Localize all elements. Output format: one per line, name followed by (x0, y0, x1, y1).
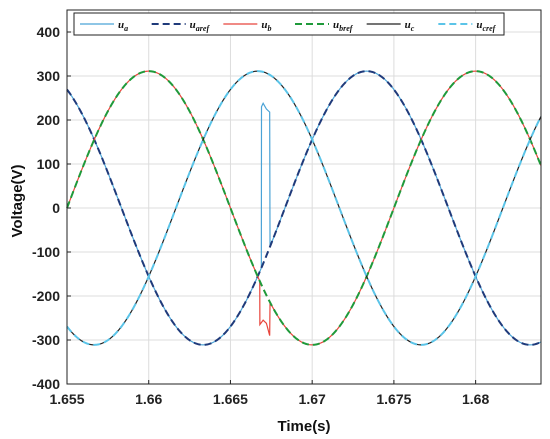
x-tick-label: 1.67 (299, 391, 326, 407)
plot-frame (66, 9, 542, 385)
x-tick-label: 1.68 (462, 391, 489, 407)
y-tick-label: 100 (37, 156, 61, 172)
legend: ua uaref ub ubref uc ucref (73, 12, 505, 36)
legend-box (73, 12, 505, 36)
y-tick-label: 300 (37, 68, 61, 84)
legend-label-uc: uc (405, 19, 415, 33)
series-layer (66, 70, 542, 346)
x-axis-label: Time(s) (277, 418, 330, 435)
y-tick-label: -400 (32, 376, 60, 392)
y-tick-label: 400 (37, 24, 61, 40)
x-tick-label: 1.665 (213, 391, 248, 407)
legend-label-uaref: uaref (190, 19, 211, 33)
grid (66, 10, 541, 385)
y-tick-label: 0 (52, 200, 60, 216)
y-axis-label: Voltage(V) (9, 164, 26, 237)
legend-label-ubref: ubref (333, 19, 354, 33)
y-tick-label: 200 (37, 112, 61, 128)
legend-label-ua: ua (118, 19, 128, 33)
tick-labels: 1.655 1.66 1.665 1.67 1.675 1.68 -400 -300 -200 -… (32, 24, 489, 407)
legend-label-ucref: ucref (476, 19, 496, 33)
series-line-ucref (66, 70, 542, 346)
legend-label-ub: ub (261, 19, 271, 33)
y-tick-label: -200 (32, 288, 60, 304)
x-tick-label: 1.675 (376, 391, 411, 407)
series-line-uaref (66, 70, 542, 346)
y-tick-label: -100 (32, 244, 60, 260)
series-line-ubref (66, 70, 542, 346)
x-tick-label: 1.66 (135, 391, 162, 407)
x-tick-label: 1.655 (49, 391, 84, 407)
y-tick-label: -300 (32, 332, 60, 348)
